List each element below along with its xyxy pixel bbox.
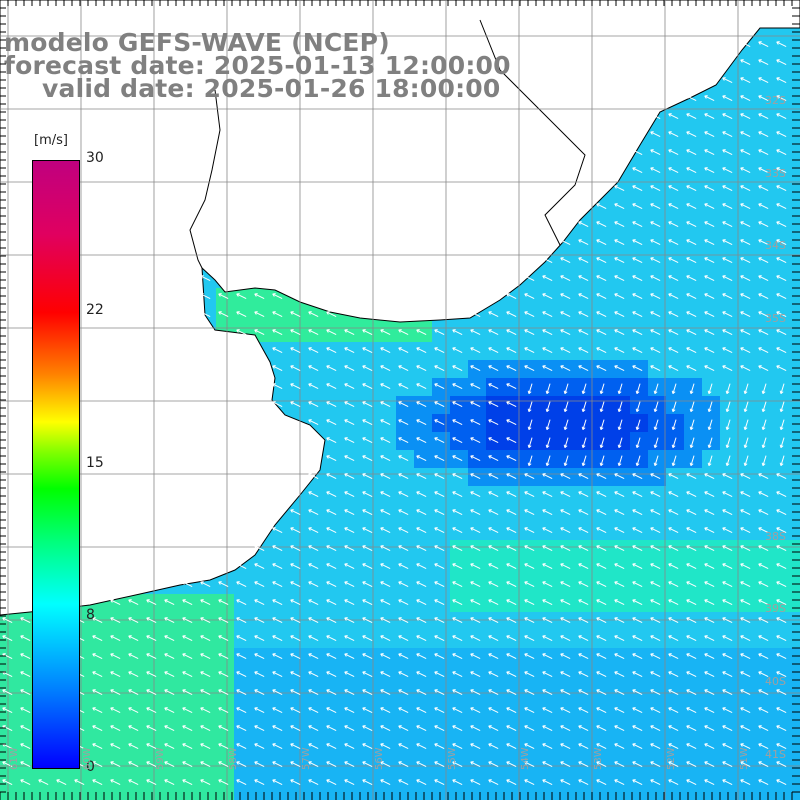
lat-label-39s: 39S [765, 602, 786, 615]
lat-label-40s: 40S [765, 675, 786, 688]
colorbar-tick-0: 0 [86, 759, 95, 775]
lon-label-59w: 59W [155, 747, 166, 770]
border-line-east [479, 19, 586, 246]
lat-label-41s: 41S [765, 748, 786, 761]
lat-label-35s: 35S [765, 312, 786, 325]
lon-label-61w: 61W [9, 747, 20, 770]
colorbar-unit: [m/s] [34, 133, 68, 148]
lon-label-51w: 51W [739, 747, 750, 770]
lon-label-56w: 56W [374, 747, 385, 770]
colorbar-tick-15: 15 [86, 455, 104, 471]
colorbar-tick-22: 22 [86, 302, 104, 318]
border-line [189, 89, 221, 269]
lat-label-33s: 33S [765, 167, 786, 180]
lon-label-58w: 58W [228, 747, 239, 770]
lat-label-34s: 34S [765, 239, 786, 252]
lon-label-57w: 57W [301, 747, 312, 770]
lat-label-38s: 38S [765, 530, 786, 543]
colorbar [32, 160, 80, 769]
lon-label-52w: 52W [666, 747, 677, 770]
land-area [0, 0, 800, 616]
lon-label-54w: 54W [520, 747, 531, 770]
lon-label-53w: 53W [593, 747, 604, 770]
title-model: modelo GEFS-WAVE (NCEP) [4, 28, 390, 57]
lat-label-32s: 32S [765, 94, 786, 107]
title-valid-date: valid date: 2025-01-26 18:00:00 [42, 74, 501, 103]
colorbar-tick-30: 30 [86, 150, 104, 166]
lon-label-60w: 60W [82, 747, 93, 770]
colorbar-tick-8: 8 [86, 607, 95, 623]
lon-label-55w: 55W [447, 747, 458, 770]
title-forecast-date: forecast date: 2025-01-13 12:00:00 [4, 51, 511, 80]
